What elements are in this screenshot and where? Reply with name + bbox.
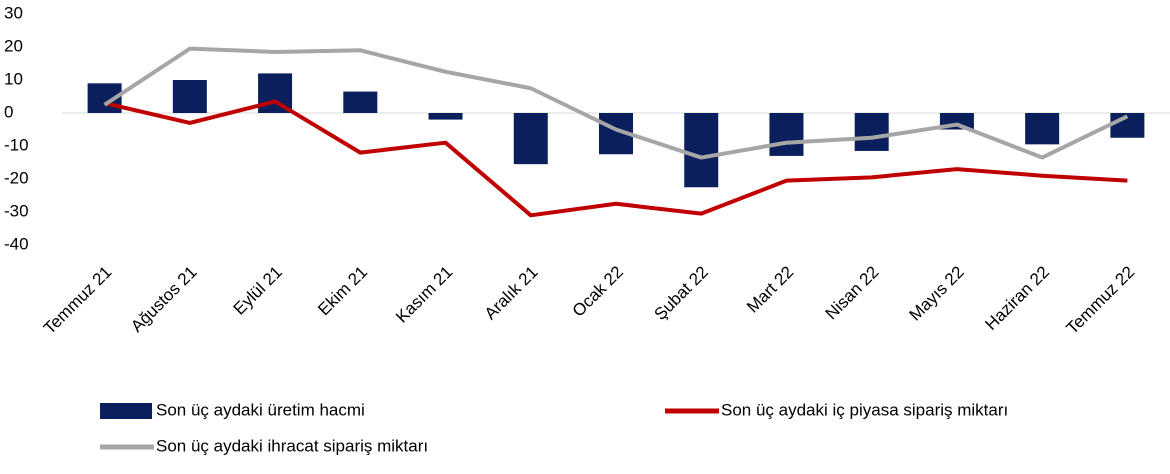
x-tick-label: Şubat 22 [650,262,712,324]
x-tick-label: Kasım 21 [392,262,456,326]
y-tick-label: -40 [4,234,29,253]
bar [1025,113,1060,145]
bar [513,113,548,165]
x-tick-label: Mayıs 22 [906,262,968,324]
y-tick-label: -20 [4,168,29,187]
x-tick-label: Temmuz 22 [1063,262,1139,338]
bar [769,113,804,156]
legend-label: Son üç aydaki iç piyasa sipariş miktarı [721,400,1008,419]
x-tick-label: Nisan 22 [822,262,883,323]
y-tick-label: 0 [4,102,13,121]
x-tick-label: Aralık 21 [481,262,542,323]
x-tick-label: Ocak 22 [569,262,627,320]
legend-label: Son üç aydaki üretim hacmi [156,400,365,419]
x-tick-label: Ekim 21 [314,262,371,319]
x-tick-label: Mart 22 [743,262,797,316]
x-tick-label: Eylül 21 [230,262,286,318]
y-tick-label: 30 [4,3,23,22]
y-tick-label: -30 [4,201,29,220]
bar [172,80,207,113]
y-tick-label: 20 [4,36,23,55]
legend-label: Son üç aydaki ihracat sipariş miktarı [156,436,428,455]
line [104,99,1128,218]
x-tick-label: Temmuz 21 [40,262,116,338]
line [103,46,1129,160]
y-tick-label: -10 [4,135,29,154]
bar [854,113,889,151]
x-tick-label: Ağustos 21 [127,262,201,336]
bar [684,113,719,188]
legend-swatch [100,403,152,419]
bar [428,113,463,120]
bar [343,91,378,113]
x-tick-label: Haziran 22 [981,262,1053,334]
y-tick-label: 10 [4,69,23,88]
